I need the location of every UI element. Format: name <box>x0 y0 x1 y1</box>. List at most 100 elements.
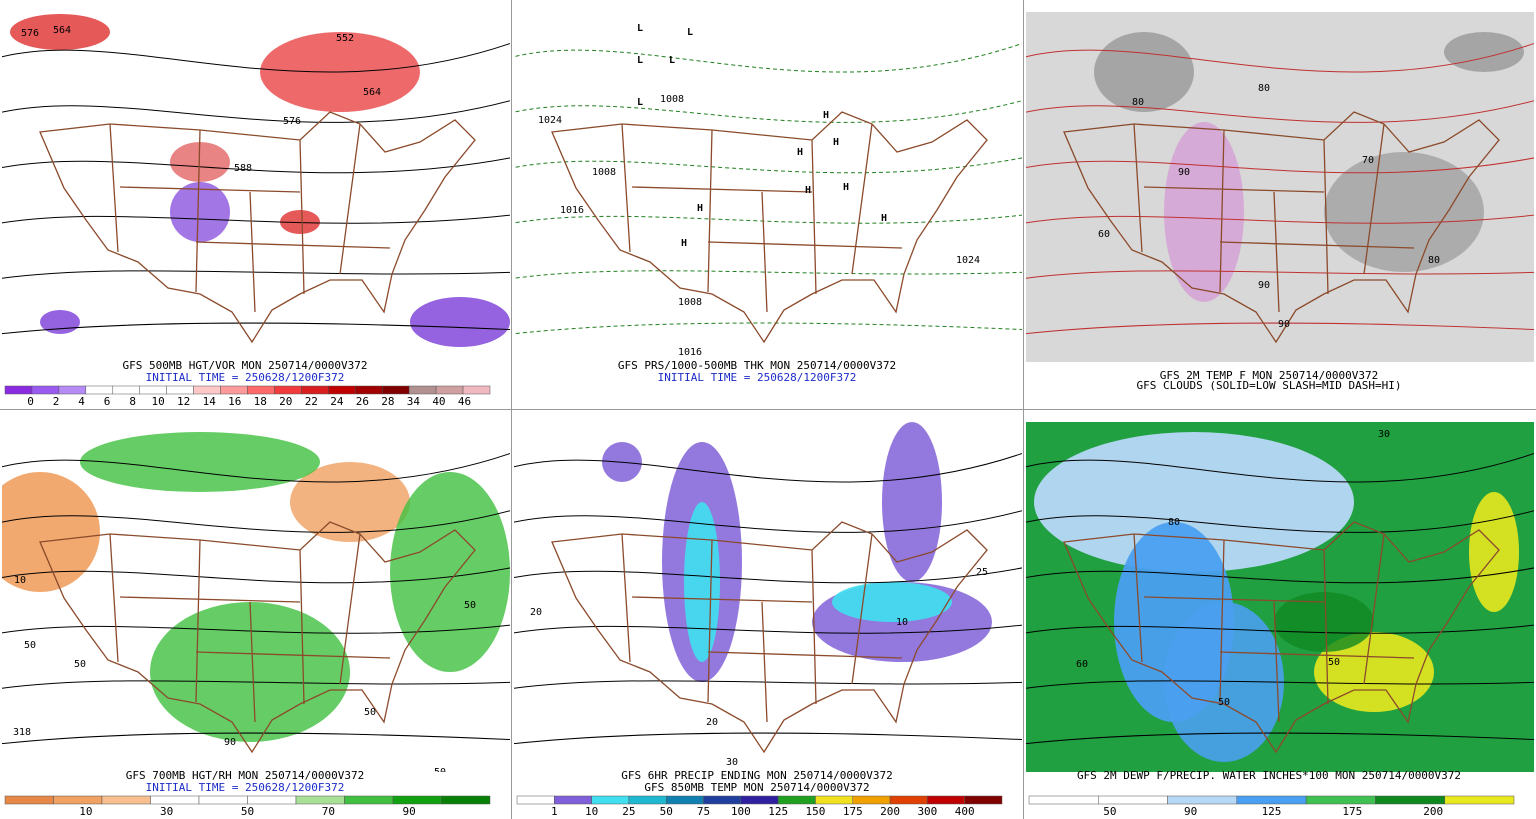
contour <box>514 567 1022 584</box>
contour <box>1026 452 1534 483</box>
colorbar-segment <box>927 795 965 805</box>
panel: 50 50 60 80 30 GFS 2M DEWP F/PRECIP. WATER IN… <box>1026 422 1534 818</box>
contour <box>514 270 1022 279</box>
map-label: 20 <box>706 717 718 728</box>
colorbar-segment <box>31 385 60 395</box>
colorbar-segment <box>53 795 103 805</box>
contour <box>2 510 510 533</box>
colorbar-segment <box>381 385 410 395</box>
map-label: 80 <box>1168 517 1180 528</box>
colorbar-label: 14 <box>203 395 217 408</box>
contour <box>2 270 510 279</box>
map-label: 50 <box>1218 697 1230 708</box>
colorbar-segment <box>193 385 221 395</box>
shaded-area <box>1034 432 1354 572</box>
colorbar-segment <box>4 385 33 395</box>
colorbar-segment <box>852 795 891 805</box>
contour <box>2 157 510 174</box>
map-label: 50 <box>434 767 446 778</box>
map-label: 90 <box>1278 319 1290 330</box>
map-label: 60 <box>1098 229 1110 240</box>
caption: GFS 6HR PRECIP ENDING MON 250714/0000V37… <box>621 769 893 782</box>
shaded-area <box>832 582 952 622</box>
map-label: 576 <box>283 116 301 127</box>
colorbar-segment <box>101 795 151 805</box>
map-label: H <box>797 147 803 158</box>
shaded-area <box>684 502 720 662</box>
caption: GFS 2M TEMP F MON 250714/0000V372 <box>1160 369 1379 382</box>
colorbar-segment <box>139 385 167 395</box>
map-label: 50 <box>74 659 86 670</box>
contour <box>2 322 510 335</box>
shaded-area <box>2 472 100 592</box>
colorbar-label: 18 <box>254 395 267 408</box>
shaded-area <box>170 142 230 182</box>
contour <box>514 510 1022 533</box>
colorbar-segment <box>777 795 816 805</box>
colorbar-label: 70 <box>322 805 335 818</box>
colorbar-segment <box>1444 795 1515 805</box>
contour <box>514 42 1022 73</box>
colorbar-segment <box>112 385 140 395</box>
contour <box>514 624 1022 634</box>
colorbar-segment <box>1028 795 1099 805</box>
map: 10 50 50 50 90 318 50 50 <box>2 432 510 778</box>
colorbar-segment <box>220 385 248 395</box>
colorbar-label: 200 <box>1423 805 1443 818</box>
shaded-area <box>80 432 320 492</box>
map-label: 80 <box>1258 83 1270 94</box>
contour <box>514 322 1022 335</box>
colorbar-segment <box>665 795 704 805</box>
map-label: 588 <box>234 163 252 174</box>
colorbar-label: 200 <box>880 805 900 818</box>
panel: 80 90 90 80 70 60 80 90 GFS 2M TEMP F MON 250714… <box>1026 12 1534 392</box>
shaded-area <box>882 422 942 582</box>
colorbar-label: 50 <box>241 805 254 818</box>
contour <box>2 567 510 584</box>
contour <box>1026 100 1534 123</box>
map-label: L <box>669 55 675 66</box>
colorbar-label: 0 <box>27 395 34 408</box>
map-label: 30 <box>1378 429 1390 440</box>
map-label: 1016 <box>678 347 702 358</box>
caption: GFS CLOUDS (SOLID=LOW SLASH=MID DASH=HI) <box>1137 379 1402 392</box>
map-label: 25 <box>976 567 988 578</box>
caption: INITIAL TIME = 250628/1200F372 <box>658 371 857 384</box>
map-background <box>514 12 1022 362</box>
colorbar-segment <box>58 385 87 395</box>
map-label: 1008 <box>660 94 684 105</box>
map-label: 30 <box>726 757 738 768</box>
map-label: H <box>823 110 829 121</box>
colorbar-segment <box>1236 795 1307 805</box>
colorbar-label: 2 <box>53 395 60 408</box>
map-label: 1016 <box>560 205 584 216</box>
colorbar-segment <box>4 795 54 805</box>
shaded-area <box>10 14 110 50</box>
map-label: 90 <box>1178 167 1190 178</box>
colorbar-segment <box>295 795 345 805</box>
contour <box>1026 42 1534 73</box>
contour <box>1026 732 1534 745</box>
map-label: 1008 <box>592 167 616 178</box>
colorbar-segment <box>740 795 779 805</box>
colorbar-label: 1 <box>551 805 558 818</box>
colorbar-segment <box>703 795 742 805</box>
shaded-area <box>1164 602 1284 762</box>
contour <box>1026 567 1534 584</box>
colorbar-label: 26 <box>356 395 369 408</box>
contour <box>1026 270 1534 279</box>
map-label: 80 <box>1132 97 1144 108</box>
map-label: 1024 <box>956 255 980 266</box>
colorbar-segment <box>1305 795 1376 805</box>
colorbar-label: 75 <box>697 805 710 818</box>
map: 50 50 60 80 30 <box>1026 429 1534 762</box>
map-label: 552 <box>336 33 354 44</box>
colorbar-label: 25 <box>622 805 635 818</box>
map: 576 564 552 564 576 588 <box>2 14 510 347</box>
map-label: 50 <box>1328 657 1340 668</box>
map-label: L <box>637 55 643 66</box>
colorbar-label: 125 <box>768 805 788 818</box>
colorbar-segment <box>344 795 394 805</box>
